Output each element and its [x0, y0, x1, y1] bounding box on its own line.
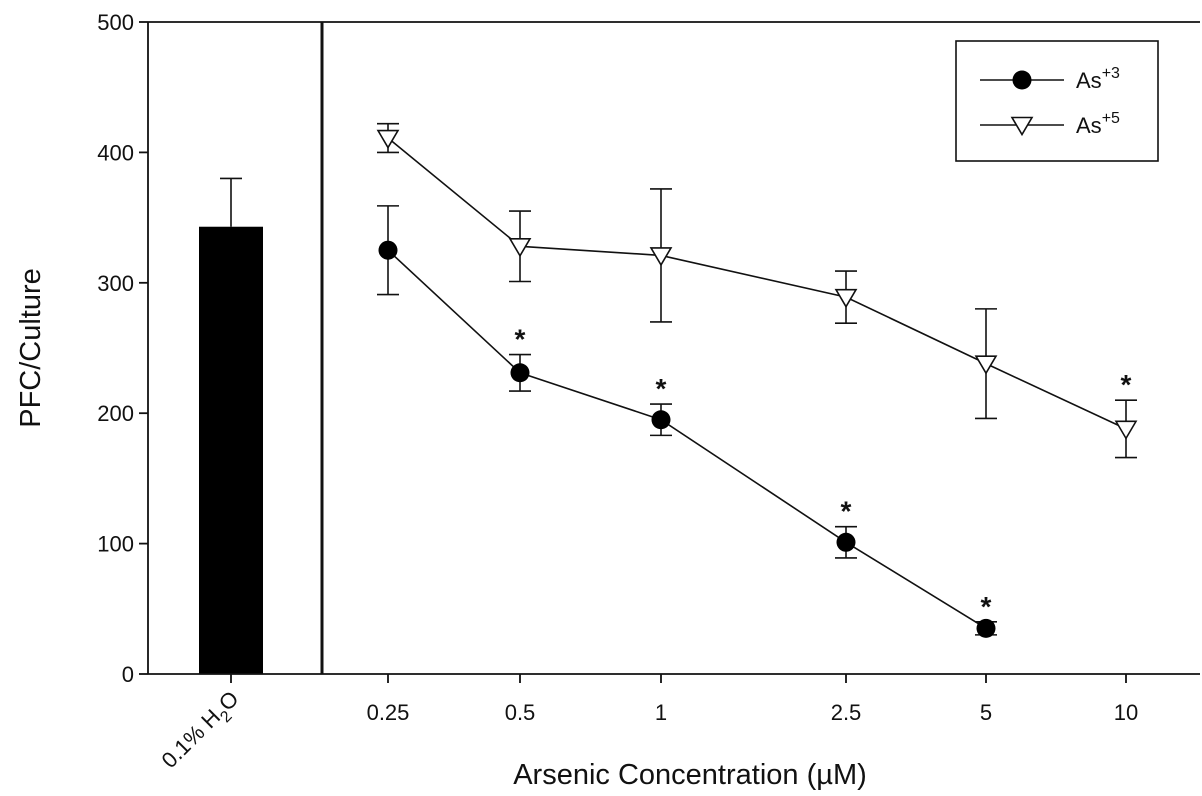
- legend: As+3 As+5: [955, 40, 1159, 162]
- series-0: * * * *: [377, 205, 997, 638]
- x-axis-title: Arsenic Concentration (µM): [513, 759, 867, 791]
- significance-star: *: [841, 496, 852, 527]
- x-tick-label: 0.25: [367, 700, 410, 725]
- significance-star: *: [981, 591, 992, 622]
- series-1-point-2: [649, 247, 673, 267]
- y-axis-title: PFC/Culture: [15, 268, 47, 428]
- series-0-line: [387, 249, 987, 630]
- significance-star: *: [656, 373, 667, 404]
- legend-box: [955, 40, 1159, 162]
- significance-star: *: [515, 324, 526, 355]
- y-tick-label: 300: [97, 271, 134, 296]
- axes-group: 0 100 200 300 400 500 0.25 0.5 1 2.5 5 10: [97, 10, 1200, 725]
- control-bar-group: 0.1% H2O: [156, 177, 263, 777]
- y-tick-label: 500: [97, 10, 134, 35]
- x-tick-label: 1: [655, 700, 667, 725]
- legend-label-0: As+3: [1076, 65, 1120, 93]
- x-tick-label: 5: [980, 700, 992, 725]
- series-1-point-4: [974, 355, 998, 375]
- series-1-line: [387, 137, 1127, 430]
- y-tick-label: 400: [97, 140, 134, 165]
- y-tick-label: 0: [122, 662, 134, 687]
- x-tick-label: 10: [1114, 700, 1138, 725]
- series-group: * * * * *: [376, 122, 1138, 638]
- series-1-point-3: [834, 288, 858, 309]
- significance-star: *: [1121, 369, 1132, 400]
- legend-label-1: As+5: [1076, 110, 1120, 138]
- series-0-point-2: [651, 410, 671, 430]
- series-1-point-5: [1114, 420, 1138, 440]
- legend-marker-1: [1010, 116, 1034, 137]
- series-0-point-4: [976, 618, 996, 638]
- x-tick-label: 0.5: [505, 700, 536, 725]
- x-tick-label-control: 0.1% H2O: [156, 686, 247, 777]
- legend-marker-0: [1012, 70, 1032, 90]
- y-tick-label: 200: [97, 401, 134, 426]
- series-0-point-3: [836, 532, 856, 552]
- control-bar: [199, 226, 263, 674]
- series-0-point-1: [510, 363, 530, 383]
- series-1: *: [376, 122, 1138, 459]
- series-1-point-1: [508, 237, 532, 258]
- x-tick-label: 2.5: [831, 700, 862, 725]
- y-tick-label: 100: [97, 532, 134, 557]
- series-0-point-0: [378, 240, 398, 260]
- series-1-point-0: [376, 129, 400, 150]
